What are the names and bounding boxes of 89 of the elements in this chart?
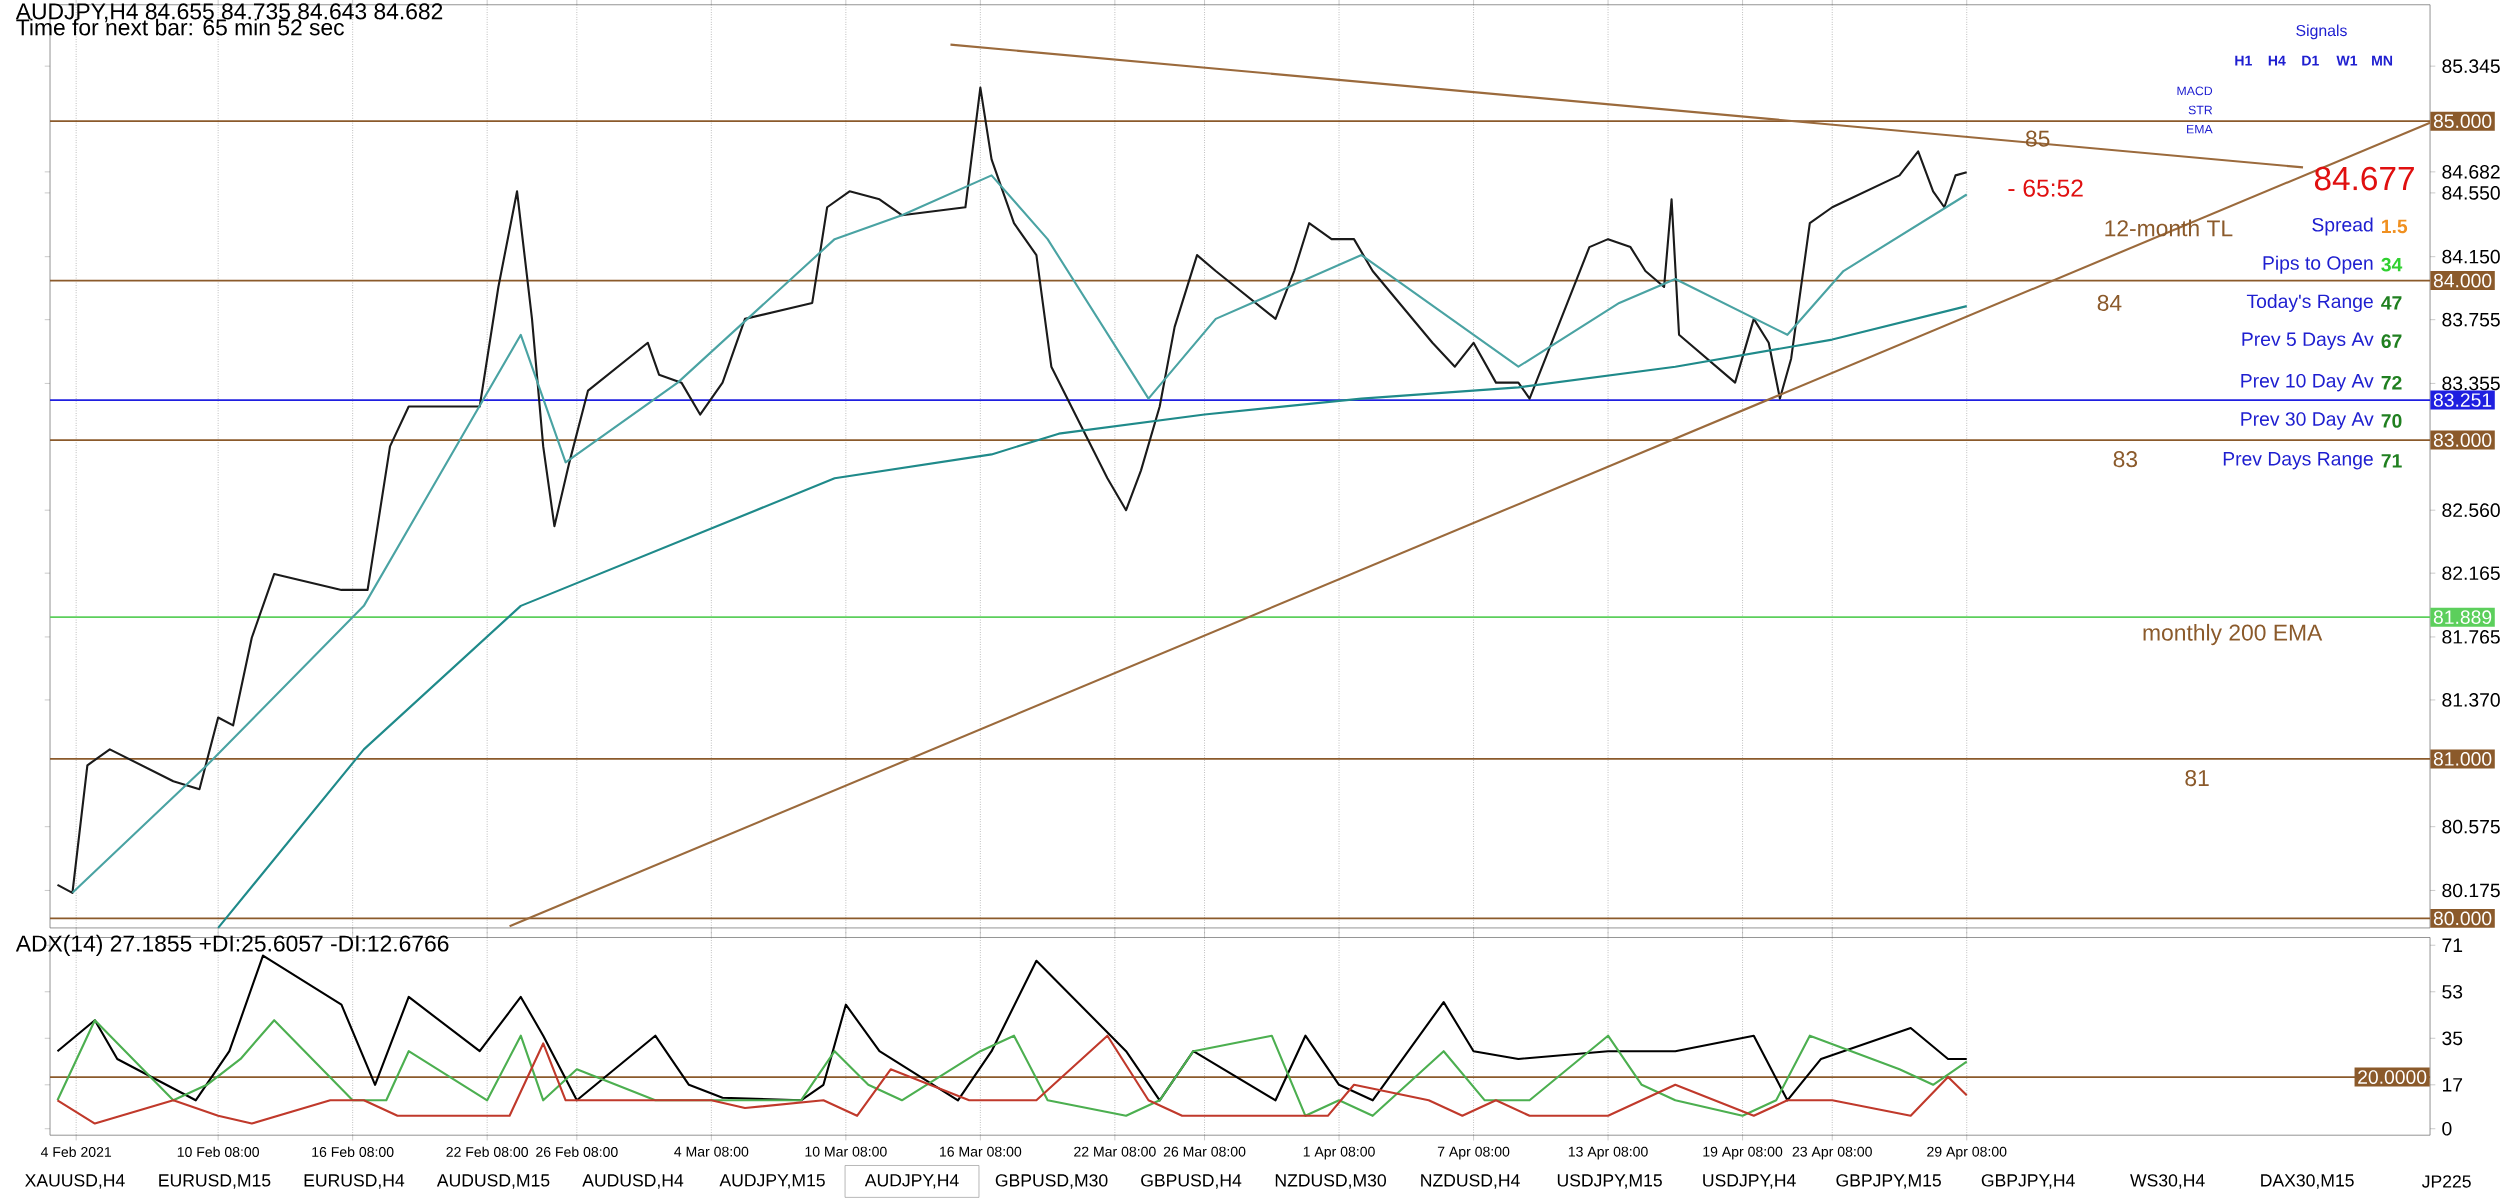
text: GBPJPY,M15 [1836, 1174, 1941, 1189]
annotation: Pips to Open [2263, 255, 2373, 274]
text: DAX30,M15 [2261, 1174, 2354, 1189]
annotation: 81 [2185, 769, 2209, 787]
annotation: 71 [2381, 454, 2402, 468]
text: 84.150 [2442, 249, 2500, 264]
x-tick-label: 26 Feb 08:00 [536, 1146, 618, 1157]
x-tick-label: 16 Feb 08:00 [312, 1146, 394, 1157]
annotation: MN [2372, 55, 2393, 66]
text: GBPJPY,H4 [1981, 1174, 2075, 1189]
text: EURUSD,M15 [159, 1174, 271, 1189]
text: NZDUSD,M30 [1275, 1174, 1386, 1189]
annotation: 83 [2113, 451, 2138, 468]
text: USDJPY,M15 [1557, 1174, 1662, 1189]
x-tick-label: 7 Apr 08:00 [1437, 1146, 1510, 1160]
x-tick-label: 22 Feb 08:00 [446, 1146, 529, 1157]
annotation: Prev 5 Days Av [2242, 332, 2374, 350]
annotation: 34 [2381, 257, 2403, 272]
x-tick-label: 19 Apr 08:00 [1703, 1146, 1783, 1160]
annotation: Today's Range [2246, 293, 2373, 312]
annotation: D1 [2302, 55, 2319, 66]
text: EURUSD,H4 [304, 1174, 405, 1189]
annotation: Spread [2312, 217, 2373, 236]
y-tick-label: 71 [2442, 938, 2463, 952]
annotation: W1 [2336, 55, 2358, 66]
text: GBPUSD,H4 [1141, 1174, 1242, 1189]
text: WS30,H4 [2130, 1174, 2205, 1189]
text: USDJPY,H4 [1703, 1174, 1796, 1189]
ref-line-label: 83.000 [2433, 433, 2492, 447]
ref-line-label: 85.000 [2433, 114, 2492, 128]
text: 83.355 [2442, 376, 2500, 391]
y-tick-label: 17 [2442, 1078, 2463, 1092]
text: AUDJPY,M15 [719, 1174, 825, 1189]
annotation: 84.677 [2314, 166, 2414, 191]
annotation: MACD [2177, 86, 2213, 96]
text: 84.550 [2442, 186, 2500, 200]
x-tick-label: 10 Feb 08:00 [177, 1146, 260, 1157]
x-tick-label: 4 Feb 2021 [40, 1146, 112, 1157]
x-tick-label: 16 Mar 08:00 [940, 1146, 1022, 1157]
x-tick-label: 4 Mar 08:00 [674, 1146, 749, 1157]
y-tick-label: 53 [2442, 984, 2463, 999]
annotation: EMA [2187, 124, 2213, 134]
text: GBPUSD,M30 [995, 1174, 1108, 1189]
annotation: Signals [2296, 24, 2347, 40]
annotation: Prev Days Range [2223, 452, 2373, 470]
text: 81.765 [2442, 630, 2500, 644]
annotation: 70 [2381, 414, 2402, 428]
x-tick-label: 13 Apr 08:00 [1568, 1146, 1648, 1160]
text: 80.175 [2442, 883, 2500, 898]
ref-line-label: 83.251 [2433, 393, 2492, 407]
text: 84.682 [2442, 165, 2500, 179]
text: 85.345 [2442, 59, 2500, 73]
text: AUDUSD,M15 [436, 1174, 550, 1189]
x-tick-label: 10 Mar 08:00 [805, 1146, 887, 1157]
text: 82.560 [2442, 503, 2500, 518]
text: XAUUSD,H4 [25, 1174, 125, 1189]
annotation: 72 [2381, 375, 2402, 390]
x-tick-label: 1 Apr 08:00 [1303, 1146, 1375, 1160]
annotation: 84 [2097, 294, 2122, 311]
x-tick-label: 22 Mar 08:00 [1074, 1146, 1156, 1157]
text: 81.370 [2442, 693, 2500, 707]
chart-title: ADX(14) 27.1855 +DI:25.6057 -DI:12.6766 [15, 934, 449, 957]
text: AUDUSD,H4 [582, 1174, 684, 1189]
annotation: - 65:52 [2008, 179, 2083, 197]
ref-line-label: 81.000 [2433, 752, 2492, 766]
ref-line-label: 80.000 [2433, 911, 2492, 926]
x-tick-label: 26 Mar 08:00 [1163, 1146, 1246, 1157]
ref-line-label: 20.0000 [2358, 1070, 2427, 1084]
ref-line-label: 84.000 [2433, 273, 2492, 288]
text: 80.575 [2442, 819, 2500, 834]
x-tick-label: 23 Apr 08:00 [1792, 1146, 1872, 1160]
annotation: Prev 10 Day Av [2241, 373, 2374, 392]
text: 82.165 [2442, 566, 2500, 581]
ref-line-label: 81.889 [2433, 610, 2492, 625]
y-tick-label: 0 [2442, 1121, 2452, 1136]
text: NZDUSD,H4 [1421, 1174, 1520, 1189]
annotation: monthly 200 EMA [2143, 623, 2323, 646]
annotation: H4 [2268, 55, 2286, 66]
annotation: 1.5 [2382, 219, 2408, 234]
annotation: STR [2188, 105, 2213, 115]
annotation: 47 [2381, 296, 2402, 310]
annotation: H1 [2235, 55, 2252, 66]
y-tick-label: 35 [2442, 1031, 2463, 1046]
annotation: Prev 30 Day Av [2241, 412, 2374, 430]
text: 83.755 [2442, 312, 2500, 327]
annotation: 67 [2381, 334, 2402, 349]
x-tick-label: 29 Apr 08:00 [1927, 1146, 2007, 1160]
text: AUDJPY,H4 [864, 1174, 959, 1189]
text: JP225 [2421, 1175, 2471, 1188]
